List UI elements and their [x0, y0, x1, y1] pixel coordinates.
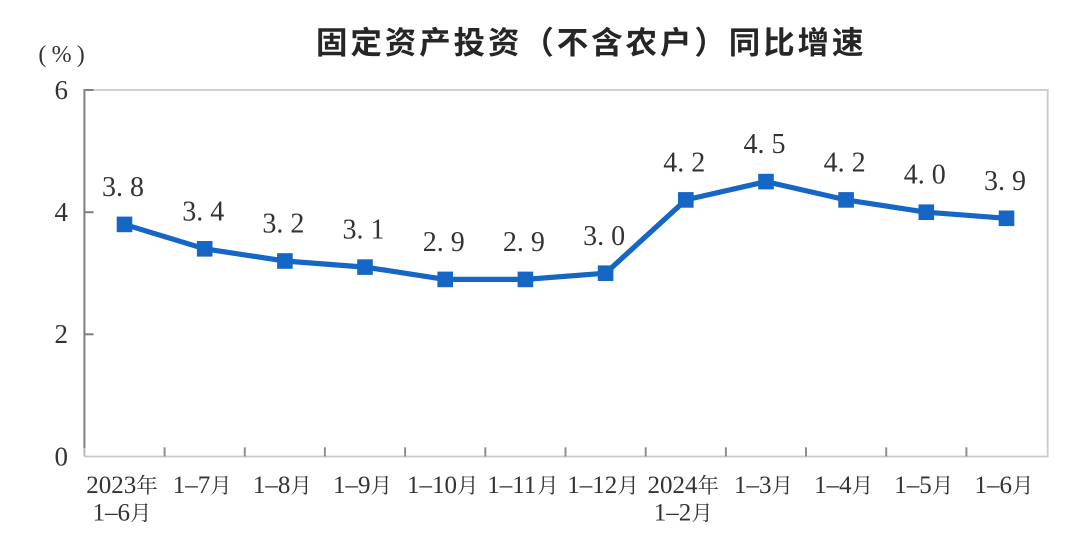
svg-text:4: 4 [55, 197, 69, 227]
svg-text:1–9: 1–9 [333, 472, 371, 499]
svg-text:1–4: 1–4 [814, 472, 852, 499]
svg-text:1–12: 1–12 [567, 472, 617, 499]
svg-text:3. 2: 3. 2 [262, 209, 304, 240]
svg-text:3. 0: 3. 0 [583, 221, 625, 252]
svg-text:4. 2: 4. 2 [824, 147, 866, 178]
svg-text:4. 0: 4. 0 [904, 160, 946, 191]
svg-text:3. 8: 3. 8 [102, 172, 144, 203]
svg-text:1–3: 1–3 [734, 472, 772, 499]
svg-text:2023: 2023 [86, 472, 136, 499]
svg-text:4. 2: 4. 2 [663, 147, 705, 178]
svg-text:2. 9: 2. 9 [423, 227, 465, 258]
svg-text:1–2: 1–2 [654, 500, 692, 527]
svg-text:1–5: 1–5 [894, 472, 932, 499]
svg-text:3. 1: 3. 1 [343, 215, 385, 246]
svg-text:2. 9: 2. 9 [503, 227, 545, 258]
svg-text:1–8: 1–8 [253, 472, 291, 499]
svg-text:1–7: 1–7 [173, 472, 211, 499]
svg-text:0: 0 [55, 441, 69, 471]
svg-text:1–6: 1–6 [975, 472, 1013, 499]
svg-text:1–6: 1–6 [93, 500, 131, 527]
svg-text:1–10: 1–10 [407, 472, 457, 499]
svg-text:6: 6 [55, 75, 69, 105]
svg-text:2024: 2024 [648, 472, 699, 499]
svg-text:3. 4: 3. 4 [182, 196, 224, 227]
svg-text:3. 9: 3. 9 [984, 166, 1026, 197]
svg-text:4. 5: 4. 5 [744, 129, 786, 160]
svg-text:(%): (%) [38, 42, 90, 68]
svg-text:1–11: 1–11 [487, 472, 536, 499]
svg-text:2: 2 [55, 319, 69, 349]
